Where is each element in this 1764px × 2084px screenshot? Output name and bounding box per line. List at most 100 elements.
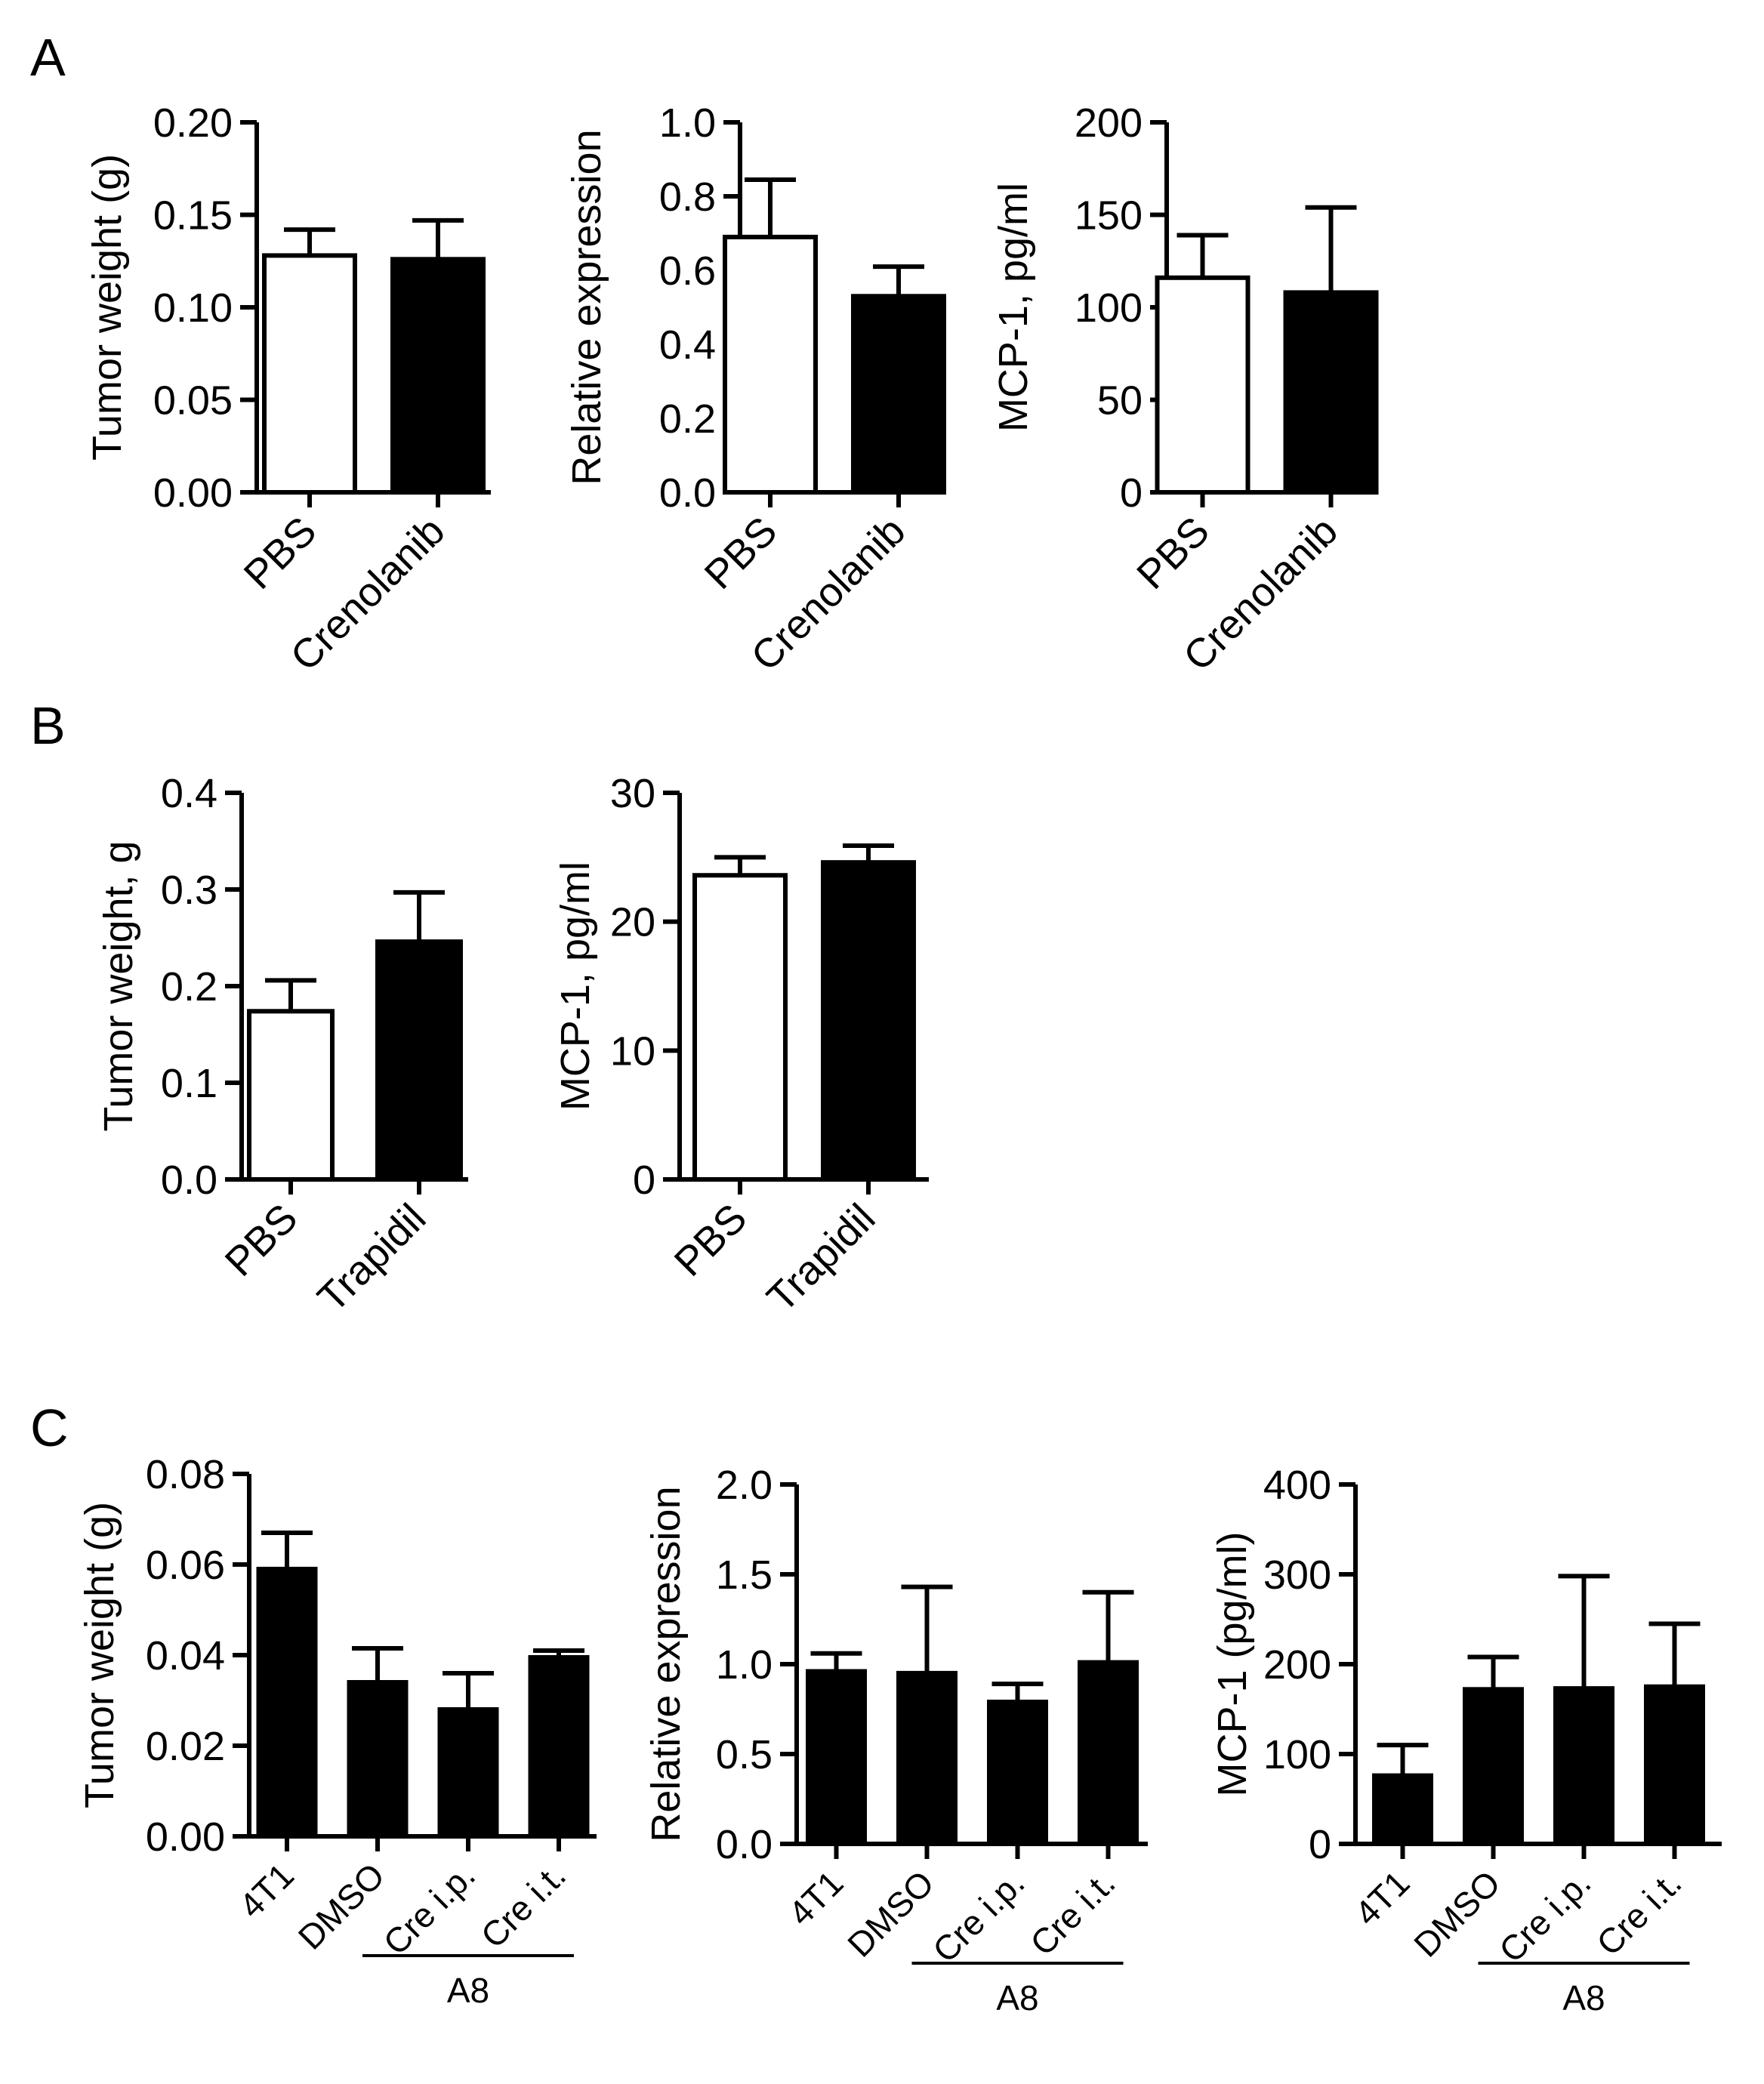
category-label: Cre i.p. [925,1863,1032,1970]
category-label: Cre i.t. [1022,1863,1123,1963]
panel-letter-c: C [30,1398,69,1457]
bar [375,939,463,1182]
y-tick-label: 150 [1075,193,1143,239]
y-tick-label: 0 [1120,470,1143,516]
category-label: Cre i.p. [375,1855,483,1962]
bar [723,234,818,495]
y-tick-label: 0.10 [153,285,233,331]
y-tick-label: 0.04 [146,1633,225,1679]
bar [1553,1686,1614,1846]
y-tick-label: 0.00 [153,470,233,516]
category-label: PBS [666,1195,756,1285]
category-label: DMSO [291,1855,392,1956]
y-axis-title: MCP-1, pg/ml [553,862,598,1111]
y-tick-label: 0.1 [161,1061,217,1106]
category-label: DMSO [840,1863,941,1964]
y-tick-label: 0.2 [659,396,716,442]
y-tick-label: 0.6 [659,248,716,294]
category-label: Trapidil [309,1195,434,1321]
bar [896,1670,958,1846]
chart-a2-relative-expression: 0.0 0.2 0.4 0.6 0.8 1.0 Relative expression PBS… [564,100,946,680]
y-tick-label: 20 [610,900,655,945]
y-tick-label: 10 [610,1028,655,1074]
bar [1372,1773,1433,1847]
bar [390,257,486,495]
y-axis-title: Tumor weight (g) [77,1502,122,1808]
category-label: DMSO [1406,1863,1507,1964]
category-label: Trapidil [758,1195,884,1321]
y-tick-label: 1.0 [659,100,716,146]
y-tick-label: 0.00 [146,1814,225,1860]
y-tick-label: 1.5 [716,1552,773,1598]
y-axis-title: Tumor weight, g [96,840,141,1131]
bar [256,1567,318,1839]
category-label: 4T1 [781,1863,851,1933]
y-axis-title: Relative expression [643,1486,689,1842]
y-tick-label: 0.02 [146,1724,225,1769]
chart-b2-mcp1: 0 10 20 30 MCP-1, pg/ml PBS Trapidil [553,771,929,1321]
bar [1078,1660,1139,1847]
y-axis-title: Relative expression [564,129,609,485]
bar [347,1680,409,1839]
y-tick-label: 0.20 [153,100,233,146]
bar [1283,290,1379,495]
y-tick-label: 0.08 [146,1452,225,1497]
category-label: 4T1 [231,1855,301,1925]
group-bracket-label: A8 [1562,1978,1605,2018]
bar [692,873,788,1182]
y-tick-label: 400 [1263,1463,1331,1508]
y-tick-label: 30 [610,771,655,816]
category-label: Cre i.t. [473,1855,574,1956]
y-tick-label: 0.0 [716,1822,773,1867]
y-tick-label: 100 [1263,1732,1331,1777]
y-tick-label: 0.8 [659,174,716,220]
panel-letter-b: B [30,696,66,755]
bar [987,1699,1048,1846]
y-tick-label: 0 [633,1158,655,1203]
chart-c2-relative-expression: 0.0 0.5 1.0 1.5 2.0 Relative expression 4T1DMS… [643,1463,1148,2018]
bar [262,253,357,495]
y-tick-label: 0.4 [161,771,217,816]
y-tick-label: 0.2 [161,964,217,1010]
y-tick-label: 2.0 [716,1463,773,1508]
category-label: PBS [236,508,325,598]
y-tick-label: 0.3 [161,868,217,913]
y-axis-title: MCP-1, pg/ml [991,183,1036,432]
category-label: Cre i.p. [1491,1863,1599,1970]
y-tick-label: 1.0 [716,1642,773,1688]
category-label: PBS [1128,508,1218,598]
y-tick-label: 300 [1263,1552,1331,1598]
chart-c1-tumor-weight: 0.00 0.02 0.04 0.06 0.08 Tumor weight (g) 4T1D… [77,1452,597,2010]
y-tick-label: 0.06 [146,1543,225,1588]
bar [247,1009,335,1182]
group-bracket-label: A8 [996,1978,1038,2018]
bar [528,1655,590,1839]
y-tick-label: 200 [1075,100,1143,146]
chart-b1-tumor-weight: 0.0 0.1 0.2 0.3 0.4 Tumor weight, g PBS Trapidi… [96,771,468,1321]
y-tick-label: 0.5 [716,1732,773,1777]
y-tick-label: 0.4 [659,322,716,368]
bar [806,1669,867,1847]
bar [1155,275,1251,495]
category-label: PBS [217,1195,307,1285]
y-tick-label: 100 [1075,285,1143,331]
y-tick-label: 0.0 [161,1158,217,1203]
y-tick-label: 0 [1309,1822,1331,1867]
y-tick-label: 200 [1263,1642,1331,1688]
y-tick-label: 0.15 [153,193,233,239]
y-axis-title: MCP-1 (pg/ml) [1210,1531,1255,1796]
bar [437,1707,499,1839]
category-label: PBS [696,508,786,598]
bar [851,294,946,495]
y-tick-label: 0.0 [659,470,716,516]
y-tick-label: 0.05 [153,378,233,424]
bar [1463,1687,1524,1847]
panel-letter-a: A [30,28,66,87]
category-label: 4T1 [1347,1863,1417,1933]
bar [1644,1684,1705,1846]
y-axis-title: Tumor weight (g) [85,154,130,461]
